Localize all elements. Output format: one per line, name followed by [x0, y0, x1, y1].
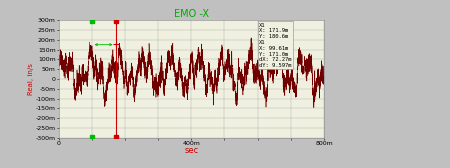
Title: EMO -X: EMO -X	[174, 9, 209, 19]
Y-axis label: Real, in/s: Real, in/s	[28, 63, 34, 95]
X-axis label: sec: sec	[184, 145, 198, 155]
Text: X1
X: 171.9m
Y: 180.6m
X1
X: 99.61m
Y: 171.0m
dX: 72.27m
dY: 9.597m: X1 X: 171.9m Y: 180.6m X1 X: 99.61m Y: 1…	[259, 23, 292, 68]
